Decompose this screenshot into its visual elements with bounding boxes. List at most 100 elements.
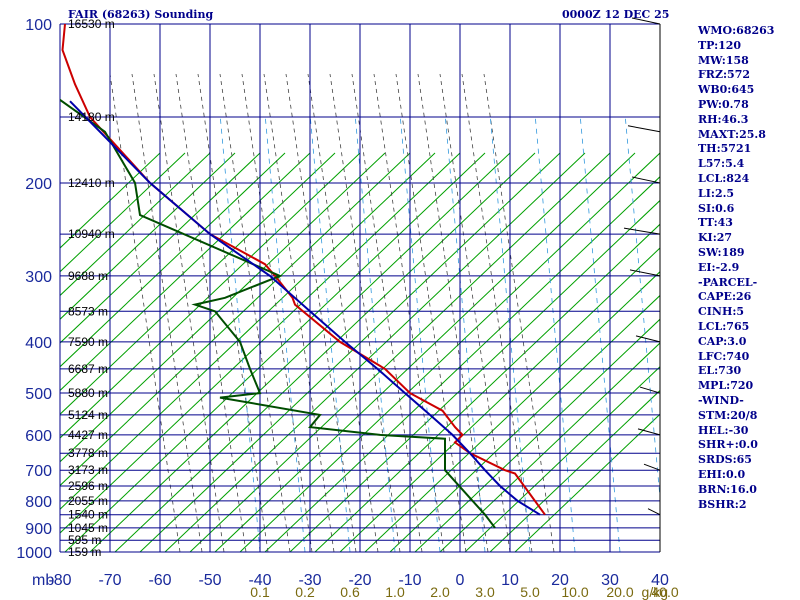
moist-adiabat (439, 73, 511, 552)
dry-adiabat (414, 318, 660, 552)
moist-adiabat (241, 73, 313, 552)
index-line: BSHR:2 (698, 497, 747, 511)
wind-barb (623, 227, 661, 235)
wind-barb (639, 386, 661, 394)
wind-barb (637, 428, 661, 436)
moist-adiabat (417, 73, 489, 552)
height-label: 3778 m (68, 446, 108, 460)
index-line: -WIND- (698, 393, 744, 407)
index-line: SHR+:0.0 (698, 438, 758, 452)
height-label: 5880 m (68, 386, 108, 400)
mixing-ratio-label: 0.1 (250, 584, 270, 600)
index-line: CINH:5 (698, 305, 745, 319)
height-label: 159 m (68, 545, 101, 559)
wind-barbs (623, 17, 661, 552)
index-line: LCL:765 (698, 319, 750, 333)
index-line: MW:158 (698, 53, 749, 67)
wind-barb (629, 269, 661, 277)
height-label: 1540 m (68, 508, 108, 522)
mixing-ratio-line (399, 113, 441, 552)
temperature-label: 40 (651, 572, 669, 589)
mixing-ratio-label: 1.0 (385, 584, 405, 600)
dry-adiabat (189, 152, 611, 552)
dry-adiabat (60, 152, 311, 392)
height-label: 7590 m (68, 335, 108, 349)
moist-adiabat (351, 73, 423, 552)
index-line: HEL:-30 (698, 423, 749, 437)
index-line: RH:46.3 (698, 112, 749, 126)
moist-adiabat (153, 73, 225, 552)
dry-adiabat (214, 152, 636, 552)
index-line: WB0:645 (698, 83, 755, 97)
mixing-ratio-label: 3.0 (475, 584, 495, 600)
index-line: FRZ:572 (698, 68, 751, 82)
height-label: 14180 m (68, 110, 115, 124)
pressure-label: 900 (25, 521, 52, 538)
pressure-label: 600 (25, 428, 52, 445)
index-line: LI:2.5 (698, 186, 735, 200)
dry-adiabats (60, 152, 660, 552)
mixing-ratio-line (624, 113, 660, 502)
chart-title: FAIR (68263) Sounding (68, 8, 214, 21)
mixing-ratio-unit-label: g/kg (642, 584, 668, 600)
temperature-label: 20 (551, 572, 569, 589)
index-line: CAPE:26 (698, 290, 752, 304)
height-label: 2596 m (68, 479, 108, 493)
dry-adiabat (60, 152, 336, 415)
height-label: 9688 m (68, 269, 108, 283)
index-line: SW:189 (698, 245, 745, 259)
mixing-ratio-label: 10.0 (561, 584, 588, 600)
moist-adiabat (131, 73, 203, 552)
moist-adiabat (219, 73, 291, 552)
temperature-label: -30 (298, 572, 321, 589)
mixing-ratio-lines (219, 113, 660, 552)
index-line: PW:0.78 (698, 97, 749, 111)
pressure-label: 100 (25, 17, 52, 34)
dewpoint-line (60, 98, 496, 529)
moist-adiabat (263, 73, 335, 552)
temperature-label: -40 (248, 572, 271, 589)
index-line: MAXT:25.8 (698, 127, 766, 141)
dry-adiabat (60, 152, 411, 487)
index-line: EHI:0.0 (698, 467, 746, 481)
dry-adiabat (239, 152, 660, 552)
dry-adiabat (64, 152, 486, 552)
temperature-label: 30 (601, 572, 619, 589)
wind-barb (631, 17, 661, 25)
height-label: 6687 m (68, 362, 108, 376)
dry-adiabat (60, 152, 261, 344)
pressure-label: 200 (25, 176, 52, 193)
index-line: LCL:824 (698, 171, 750, 185)
pressure-unit-label: mb (32, 572, 54, 589)
temperature-label: 0 (456, 572, 465, 589)
height-label: 4427 m (68, 428, 108, 442)
dry-adiabat (89, 152, 511, 552)
pressure-label: 1000 (16, 545, 52, 562)
moist-adiabat (483, 73, 555, 552)
mixing-ratio-label: 0.6 (340, 584, 360, 600)
height-label: 595 m (68, 533, 101, 547)
index-line: LFC:740 (698, 349, 750, 363)
chart-datetime: 0000Z 12 DEC 25 (562, 8, 670, 21)
wind-barb (643, 463, 661, 471)
temperature-label: -20 (348, 572, 371, 589)
pressure-label: 400 (25, 335, 52, 352)
dry-adiabat (164, 152, 586, 552)
index-line: SRDS:65 (698, 453, 752, 467)
index-line: SI:0.6 (698, 201, 735, 215)
dry-adiabat (60, 152, 186, 273)
index-line: MPL:720 (698, 379, 754, 393)
index-line: BRN:16.0 (698, 482, 757, 496)
dry-adiabat (60, 152, 236, 320)
dry-adiabat (514, 413, 660, 552)
height-label: 16530 m (68, 17, 115, 31)
height-label: 2055 m (68, 494, 108, 508)
index-line: TH:5721 (698, 142, 752, 156)
dry-adiabat (364, 271, 660, 552)
temperature-label: -80 (48, 572, 71, 589)
moist-adiabat (175, 73, 247, 552)
pressure-label: 500 (25, 386, 52, 403)
indices-panel: WMO:68263 TP:120 MW:158 FRZ:572 WB0:645 PW:0.… (698, 24, 798, 512)
dry-adiabat (139, 152, 561, 552)
